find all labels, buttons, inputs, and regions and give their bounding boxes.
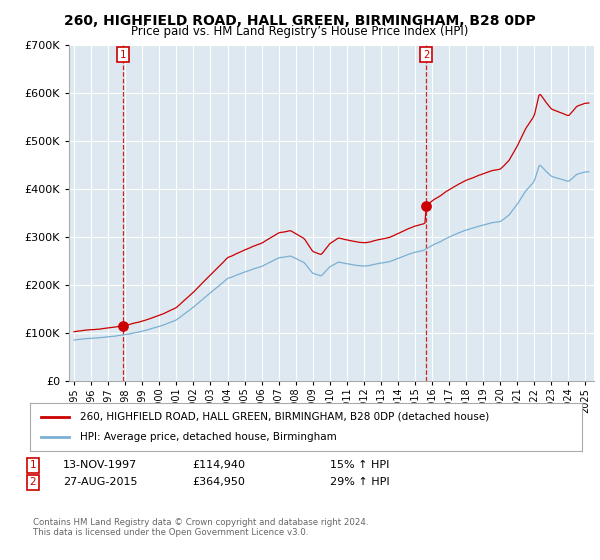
Text: 27-AUG-2015: 27-AUG-2015 [63,477,137,487]
Text: £114,940: £114,940 [192,460,245,470]
Text: 1: 1 [29,460,37,470]
Text: 2: 2 [423,50,429,60]
Text: 13-NOV-1997: 13-NOV-1997 [63,460,137,470]
Text: 15% ↑ HPI: 15% ↑ HPI [330,460,389,470]
Text: 260, HIGHFIELD ROAD, HALL GREEN, BIRMINGHAM, B28 0DP (detached house): 260, HIGHFIELD ROAD, HALL GREEN, BIRMING… [80,412,489,422]
Text: 29% ↑ HPI: 29% ↑ HPI [330,477,389,487]
Text: Contains HM Land Registry data © Crown copyright and database right 2024.
This d: Contains HM Land Registry data © Crown c… [33,518,368,538]
Point [118,321,128,330]
Text: Price paid vs. HM Land Registry’s House Price Index (HPI): Price paid vs. HM Land Registry’s House … [131,25,469,38]
Text: 260, HIGHFIELD ROAD, HALL GREEN, BIRMINGHAM, B28 0DP: 260, HIGHFIELD ROAD, HALL GREEN, BIRMING… [64,14,536,28]
Text: HPI: Average price, detached house, Birmingham: HPI: Average price, detached house, Birm… [80,432,337,442]
Text: £364,950: £364,950 [192,477,245,487]
Text: 1: 1 [120,50,126,60]
Text: 2: 2 [29,477,37,487]
Point [421,201,431,210]
